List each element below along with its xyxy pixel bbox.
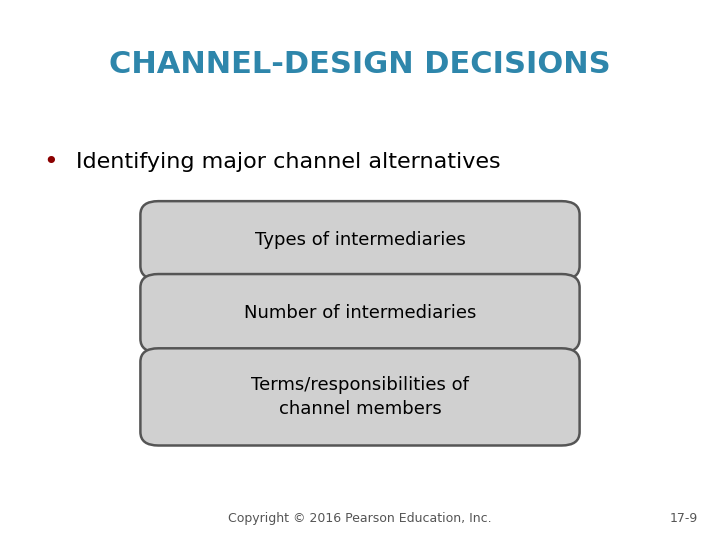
- Text: Terms/responsibilities of
channel members: Terms/responsibilities of channel member…: [251, 376, 469, 418]
- Text: 17-9: 17-9: [670, 512, 698, 525]
- Text: Copyright © 2016 Pearson Education, Inc.: Copyright © 2016 Pearson Education, Inc.: [228, 512, 492, 525]
- Text: Identifying major channel alternatives: Identifying major channel alternatives: [76, 152, 500, 172]
- FancyBboxPatch shape: [140, 201, 580, 280]
- FancyBboxPatch shape: [140, 348, 580, 446]
- Text: •: •: [43, 150, 58, 174]
- FancyBboxPatch shape: [140, 274, 580, 353]
- Text: Types of intermediaries: Types of intermediaries: [255, 231, 465, 249]
- Text: Number of intermediaries: Number of intermediaries: [244, 304, 476, 322]
- Text: CHANNEL-DESIGN DECISIONS: CHANNEL-DESIGN DECISIONS: [109, 50, 611, 79]
